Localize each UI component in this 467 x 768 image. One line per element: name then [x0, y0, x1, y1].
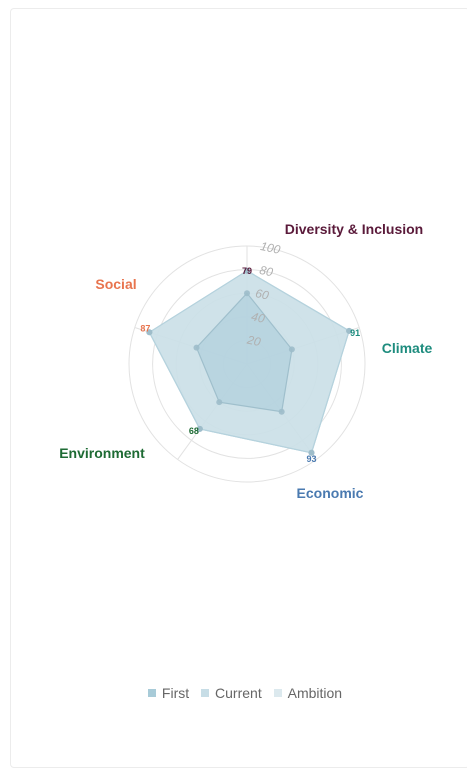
point-ambition-2 [308, 449, 315, 456]
series-area-first [195, 292, 293, 413]
tick-label-80: 80 [258, 263, 274, 280]
data-label-2: 93 [306, 454, 316, 464]
point-first-2 [278, 408, 285, 415]
chart-legend: First Current Ambition [0, 684, 467, 701]
axis-label-2: Economic [297, 485, 364, 501]
legend-swatch-ambition [273, 689, 282, 697]
legend-item-current[interactable]: Current [201, 685, 262, 701]
tick-label-100: 100 [259, 239, 282, 257]
legend-swatch-first [147, 689, 156, 697]
axis-label-4: Social [95, 276, 136, 292]
axis-label-0: Diversity & Inclusion [285, 221, 423, 237]
axis-label-1: Climate [382, 340, 433, 356]
data-label-4: 87 [140, 323, 150, 333]
legend-label-ambition: Ambition [287, 685, 343, 701]
point-ambition-4 [146, 329, 153, 336]
legend-label-current: Current [215, 685, 262, 701]
data-label-0: 79 [242, 266, 252, 276]
axis-label-3: Environment [59, 445, 145, 461]
point-first-1 [288, 346, 295, 353]
point-first-4 [193, 344, 200, 351]
point-ambition-1 [346, 327, 353, 334]
point-first-0 [244, 290, 250, 297]
tick-label-60: 60 [254, 286, 270, 303]
point-ambition-3 [196, 425, 203, 432]
legend-label-first: First [161, 685, 190, 701]
legend-item-ambition[interactable]: Ambition [273, 685, 343, 701]
point-first-3 [216, 399, 223, 406]
legend-item-first[interactable]: First [147, 685, 190, 701]
tick-label-20: 20 [245, 332, 262, 349]
tick-label-40: 40 [250, 309, 266, 326]
data-label-1: 91 [350, 328, 360, 338]
legend-swatch-current [201, 689, 210, 697]
data-label-3: 68 [189, 426, 199, 436]
point-ambition-0 [244, 267, 250, 274]
